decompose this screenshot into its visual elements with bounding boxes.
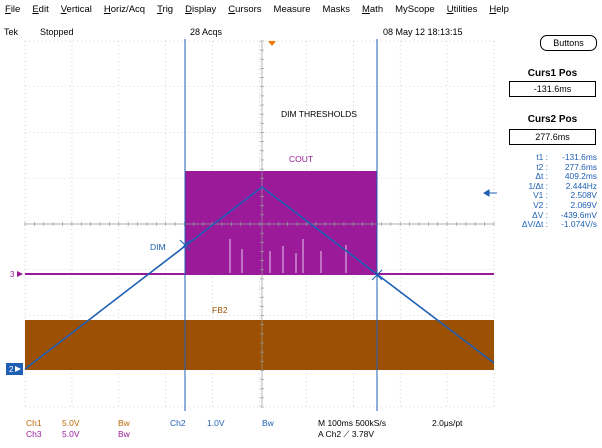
menu-masks[interactable]: Masks xyxy=(322,3,350,15)
trigger-position-icon xyxy=(268,41,276,46)
readout-value: 2.508V xyxy=(570,190,597,201)
readout-row: t2 : 277.6ms xyxy=(505,161,600,173)
menu-vertical[interactable]: Vertical xyxy=(60,3,92,15)
waveform-display[interactable]: 3 2 DIM THRESHOLDS COUT DIM FB2 xyxy=(0,39,500,411)
readout-row: ΔV/Δt : -1.074V/s xyxy=(505,220,600,230)
readout-value: -439.6mV xyxy=(560,209,597,220)
ch2-scale: 1.0V xyxy=(207,418,225,428)
menu-bar: File Edit Vertical Horiz/Acq Trig Display Curs… xyxy=(0,0,602,18)
ch1-label: Ch1 xyxy=(26,418,42,428)
dim-thresholds-label: DIM THRESHOLDS xyxy=(281,109,357,119)
dim-waveform xyxy=(24,185,495,370)
menu-cursors[interactable]: Cursors xyxy=(228,3,262,15)
readout-label: V2 : xyxy=(533,199,548,210)
brand-label: Tek xyxy=(4,27,19,37)
readout-row: Δt : 409.2ms xyxy=(505,172,600,182)
readout-value: 277.6ms xyxy=(564,161,597,172)
buttons-button[interactable]: Buttons xyxy=(540,35,597,51)
ch2-bandwidth: Bw xyxy=(262,418,274,428)
ch3-label: Ch3 xyxy=(26,429,42,439)
readout-row: t1 : -131.6ms xyxy=(505,152,600,163)
readout-label: ΔV : xyxy=(532,209,548,220)
readout-label: V1 : xyxy=(533,190,548,201)
cursor-readout: t1 : -131.6ms t2 :277.6ms Δt :409.2ms 1/Δt :… xyxy=(505,152,600,230)
readout-row: V2 : 2.069V xyxy=(505,199,600,211)
cout-label: COUT xyxy=(289,154,313,164)
readout-value: 409.2ms xyxy=(564,171,597,182)
readout-row: ΔV : -439.6mV xyxy=(505,209,600,221)
cursor1-cross-marker xyxy=(179,239,191,251)
svg-text:2: 2 xyxy=(9,365,14,374)
ch3-scale: 5.0V xyxy=(62,429,80,439)
readout-value: -131.6ms xyxy=(562,152,597,162)
acquisition-count: 28 Acqs xyxy=(190,27,223,37)
record-resolution: 2.0μs/pt xyxy=(432,418,463,428)
readout-label: ΔV/Δt : xyxy=(521,219,548,230)
fb2-waveform-band xyxy=(25,320,494,370)
center-axes xyxy=(24,40,495,408)
trigger-level-arrow-icon xyxy=(483,189,497,197)
menu-help[interactable]: Help xyxy=(489,3,509,15)
date-time: 08 May 12 18:13:15 xyxy=(383,27,463,37)
acquisition-state: Stopped xyxy=(40,27,74,37)
menu-trig[interactable]: Trig xyxy=(157,3,174,15)
menu-display[interactable]: Display xyxy=(185,3,217,15)
ch1-bandwidth: Bw xyxy=(118,418,130,428)
dim-label: DIM xyxy=(150,242,166,252)
readout-row: 1/Δt : 2.444Hz xyxy=(505,180,600,192)
menu-file[interactable]: File xyxy=(5,3,21,15)
cout-waveform-burst xyxy=(185,171,377,275)
curs1-position-field[interactable]: -131.6ms xyxy=(509,81,596,97)
cout-spikes xyxy=(229,239,347,273)
menu-myscope[interactable]: MyScope xyxy=(395,3,435,15)
menu-math[interactable]: Math xyxy=(361,3,384,15)
readout-value: -1.074V/s xyxy=(561,219,597,230)
ch3-ground-marker: 3 xyxy=(10,270,23,279)
menu-utilities[interactable]: Utilities xyxy=(446,3,478,15)
readout-label: t1 : xyxy=(536,152,548,162)
trigger-setting: A Ch2 ⟋ 3.78V xyxy=(318,429,375,439)
readout-row: V1 : 2.508V xyxy=(505,191,600,201)
readout-label: 1/Δt : xyxy=(528,180,548,191)
ch2-label: Ch2 xyxy=(170,418,186,428)
status-row: Tek Stopped 28 Acqs 08 May 12 18:13:15 xyxy=(0,27,500,39)
readout-label: t2 : xyxy=(536,161,548,172)
menu-edit[interactable]: Edit xyxy=(32,3,49,15)
ch2-ground-marker: 2 xyxy=(6,363,23,375)
ch1-scale: 5.0V xyxy=(62,418,80,428)
menu-horiz-acq[interactable]: Horiz/Acq xyxy=(103,3,146,15)
timebase: M 100ms 500kS/s xyxy=(318,418,387,428)
curs1-title: Curs1 Pos xyxy=(527,68,578,79)
menu-measure[interactable]: Measure xyxy=(273,3,311,15)
curs2-title: Curs2 Pos xyxy=(527,114,578,125)
svg-text:3: 3 xyxy=(10,270,15,279)
status-footer: Ch1 5.0V Bw Ch3 5.0V Bw Ch2 1.0V Bw M 10… xyxy=(0,418,602,448)
readout-value: 2.069V xyxy=(570,199,597,210)
readout-label: Δt : xyxy=(535,171,548,182)
fb2-label: FB2 xyxy=(212,305,228,315)
cursor2-cross-marker xyxy=(371,269,383,281)
ch3-bandwidth: Bw xyxy=(118,429,130,439)
readout-value: 2.444Hz xyxy=(565,180,597,191)
curs2-position-field[interactable]: 277.6ms xyxy=(509,129,596,145)
